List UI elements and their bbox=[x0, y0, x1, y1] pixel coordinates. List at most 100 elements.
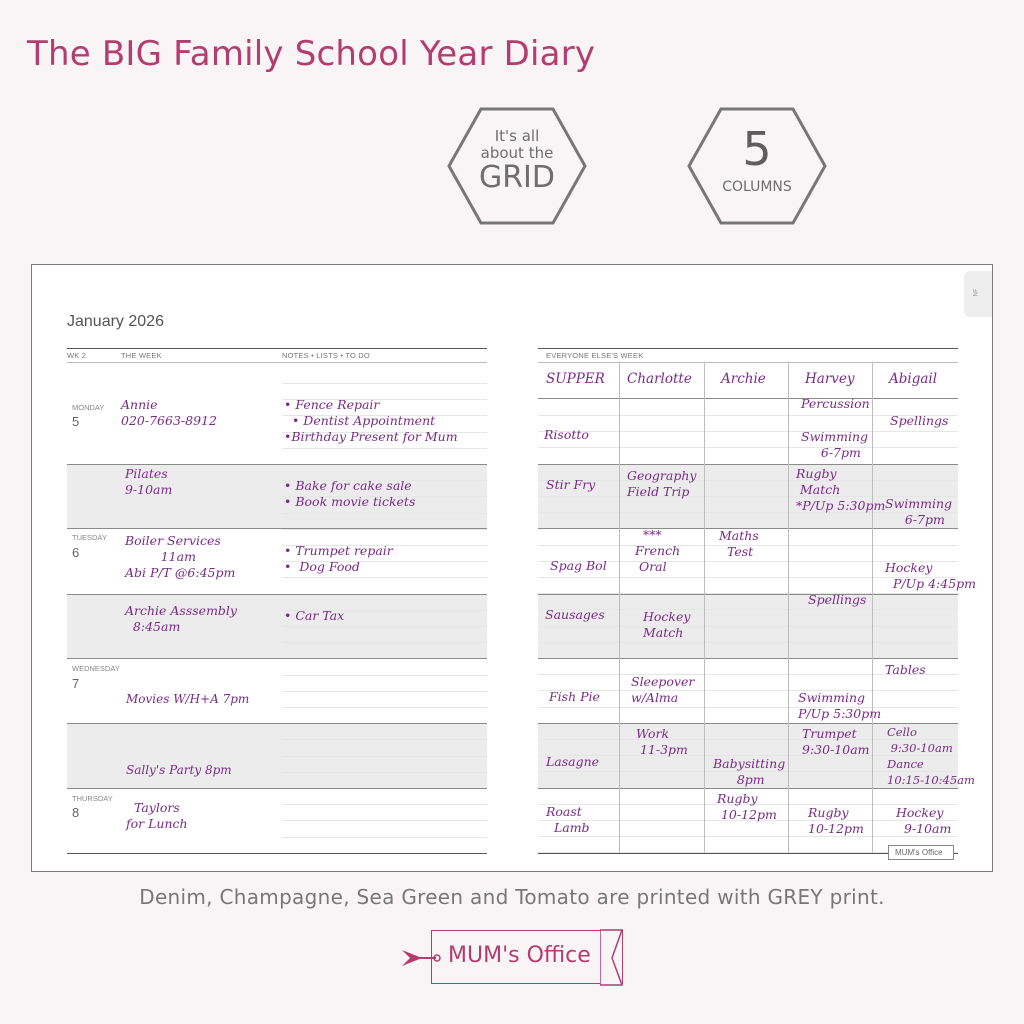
ruling-line bbox=[282, 836, 487, 838]
ruling-line bbox=[282, 674, 487, 676]
harvey-entry: Trumpet 9:30-10am bbox=[802, 726, 870, 757]
columns-badge-number: 5 bbox=[742, 122, 772, 176]
shaded-band bbox=[67, 723, 487, 788]
ruling-line bbox=[538, 674, 958, 676]
hexagon-icon bbox=[687, 107, 827, 225]
ruling-line bbox=[282, 431, 487, 433]
column-header-harvey: Harvey bbox=[805, 371, 855, 387]
day-number: 7 bbox=[72, 676, 80, 691]
abigail-entry: Cello 9:30-10am Dance 10:15-10:45am bbox=[887, 725, 975, 787]
harvey-entry: Rugby Match *P/Up 5:30pm bbox=[796, 466, 886, 513]
ruling-line bbox=[538, 447, 958, 449]
ruling-line bbox=[282, 690, 487, 692]
ruling-line bbox=[282, 707, 487, 708]
grid-badge-line1: It's all bbox=[494, 127, 540, 145]
supper-entry: Fish Pie bbox=[549, 689, 600, 704]
ruling-line bbox=[538, 755, 958, 757]
ruling-line bbox=[282, 496, 487, 498]
charlotte-entry: *** French Oral bbox=[634, 527, 681, 574]
abigail-entry: Spellings bbox=[890, 413, 949, 428]
harvey-entry: Percussion bbox=[801, 396, 870, 411]
ruling-line bbox=[538, 625, 958, 627]
charlotte-entry: Geography Field Trip bbox=[627, 468, 697, 499]
week-entry: Sally's Party 8pm bbox=[126, 763, 232, 777]
month-heading: January 2026 bbox=[67, 313, 164, 330]
harvey-entry: Swimming P/Up 5:30pm bbox=[798, 690, 882, 721]
ruling-line bbox=[538, 820, 958, 821]
grid-badge: It's all about the GRID bbox=[447, 107, 587, 225]
column-header-archie: Archie bbox=[721, 371, 766, 387]
day-name: WEDNESDAY bbox=[72, 664, 120, 673]
ruling-line bbox=[538, 577, 958, 578]
columns-badge: 5 COLUMNS bbox=[687, 107, 827, 225]
ruling-line bbox=[538, 803, 958, 805]
ruling-line bbox=[282, 399, 487, 401]
note-list: • Trumpet repair • Dog Food bbox=[284, 543, 393, 574]
caption: Denim, Champagne, Sea Green and Tomato a… bbox=[139, 885, 885, 909]
note-list: • Car Tax bbox=[284, 608, 345, 623]
week-number: WK 2 bbox=[67, 351, 87, 360]
ruling-line bbox=[282, 771, 487, 773]
grid-badge-word: GRID bbox=[478, 160, 556, 195]
ruling-line bbox=[282, 739, 487, 741]
day-name: TUESDAY bbox=[72, 533, 107, 542]
charlotte-entry: Work 11-3pm bbox=[636, 726, 688, 757]
ruling-line bbox=[538, 560, 958, 562]
ruling-line bbox=[282, 415, 487, 417]
ruling-line bbox=[282, 642, 487, 644]
ruling-line bbox=[282, 561, 487, 563]
note-list: • Bake for cake sale • Book movie ticket… bbox=[284, 478, 416, 509]
week-entry: Annie 020-7663-8912 bbox=[121, 397, 217, 428]
ruling-line bbox=[538, 496, 958, 497]
ruling-line bbox=[282, 512, 487, 514]
supper-entry: Spag Bol bbox=[550, 558, 607, 573]
ruling-line bbox=[538, 593, 958, 595]
abigail-entry: Swimming 6-7pm bbox=[885, 496, 953, 527]
supper-entry: Stir Fry bbox=[546, 477, 596, 492]
supper-entry: Sausages bbox=[545, 607, 605, 622]
ruling-line bbox=[282, 447, 487, 449]
ruling-line bbox=[282, 577, 487, 579]
abigail-entry: Hockey 9-10am bbox=[896, 805, 952, 836]
ruling-line bbox=[282, 820, 487, 822]
ruling-line bbox=[538, 690, 958, 692]
ruling-line bbox=[538, 771, 958, 773]
ruling-line bbox=[538, 512, 958, 514]
harvey-entry: Rugby 10-12pm bbox=[808, 805, 864, 836]
ruling-line bbox=[538, 415, 958, 416]
archie-entry: Maths Test bbox=[719, 528, 759, 559]
ruling-line bbox=[282, 626, 487, 627]
ruling-line bbox=[538, 544, 958, 546]
day-name: MONDAY bbox=[72, 403, 105, 412]
brand-tag: MUM's Office bbox=[888, 845, 954, 860]
columns-badge-label: COLUMNS bbox=[722, 179, 792, 195]
day-number: 6 bbox=[72, 545, 80, 560]
week-entry: Archie Asssembly 8:45am bbox=[124, 603, 237, 634]
page-title: The BIG Family School Year Diary bbox=[27, 34, 596, 74]
charlotte-entry: Sleepover w/Alma bbox=[631, 674, 695, 705]
supper-entry: Lasagne bbox=[546, 754, 600, 769]
ruling-line bbox=[538, 609, 958, 611]
ruling-line bbox=[538, 431, 958, 433]
column-header-supper: SUPPER bbox=[546, 371, 605, 387]
week-entry: Boiler Services 11am Abi P/T @6:45pm bbox=[124, 533, 236, 580]
ruling-line bbox=[282, 545, 487, 546]
column-header-charlotte: Charlotte bbox=[627, 371, 692, 387]
archie-entry: Rugby 10-12pm bbox=[717, 791, 777, 822]
week-entry: Pilates 9-10am bbox=[124, 466, 173, 497]
ruling-line bbox=[538, 479, 958, 481]
grid-badge-line2: about the bbox=[480, 144, 554, 162]
ruling-line bbox=[538, 836, 958, 838]
top-rule bbox=[67, 348, 487, 349]
week-entry: Movies W/H+A 7pm bbox=[126, 692, 250, 706]
abigail-entry: Tables bbox=[885, 662, 926, 677]
archie-entry: Babysitting 8pm bbox=[713, 756, 786, 787]
diary-spread: NF January 2026 WK 2 THE WEEK NOTES • LI… bbox=[31, 264, 993, 872]
mums-office-logo: MUM's Office bbox=[402, 929, 624, 987]
the-week-header: THE WEEK bbox=[121, 351, 162, 360]
ruling-line bbox=[282, 480, 487, 482]
page-tab: NF bbox=[964, 271, 992, 317]
column-header-abigail: Abigail bbox=[889, 371, 938, 387]
day-number: 8 bbox=[72, 805, 80, 820]
logo-text: MUM's Office bbox=[448, 943, 591, 968]
